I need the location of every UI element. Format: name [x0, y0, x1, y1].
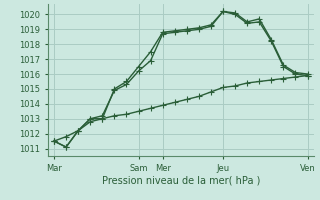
X-axis label: Pression niveau de la mer( hPa ): Pression niveau de la mer( hPa )	[102, 175, 260, 185]
